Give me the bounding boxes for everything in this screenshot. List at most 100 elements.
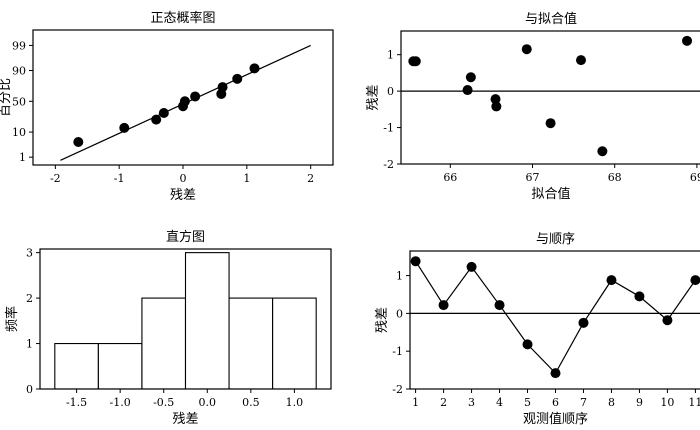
vs-fit-plot-area	[401, 35, 700, 157]
vs-order-point	[550, 368, 561, 379]
normal-prob-point	[119, 122, 130, 133]
histogram-bar	[272, 297, 317, 389]
vs-order-point	[410, 256, 421, 267]
vs-fit-point	[491, 101, 502, 112]
histogram-xtick-label: 0.5	[242, 396, 260, 409]
vs-order-xtick-label: 5	[524, 396, 531, 409]
vs-fit-xtick-label: 69	[690, 171, 700, 184]
vs-order-ytick-label: 0	[396, 307, 403, 320]
histogram-bar	[184, 252, 230, 389]
vs-fit-point	[576, 55, 586, 66]
normal-prob-xtick-label: 1	[243, 172, 250, 185]
normal-prob-xlabel: 残差	[170, 188, 196, 203]
vs-order-point	[690, 275, 700, 286]
histogram-bar	[54, 342, 99, 389]
vs-order-xtick-label: 1	[412, 396, 419, 409]
histogram-bar	[141, 297, 187, 389]
histogram-bar	[97, 342, 143, 389]
normal-prob-point	[232, 73, 243, 84]
vs-order-point	[466, 261, 477, 272]
vs-fit-point	[410, 56, 421, 67]
vs-fit-xlabel: 拟合值	[531, 186, 570, 202]
vs-fit-point	[490, 94, 501, 105]
normal-prob-panel: 正态概率图 -2 -1 0 1 2 1 10 50 90 99 残差 百分比	[0, 10, 334, 203]
vs-order-ytick-label: -1	[392, 345, 403, 358]
vs-order-xtick-label: 4	[496, 396, 503, 409]
vs-order-frame	[409, 250, 700, 390]
histogram-title: 直方图	[166, 229, 205, 245]
vs-order-xlabel: 观测值顺序	[523, 411, 588, 427]
histogram-xtick-label: -0.5	[153, 396, 174, 409]
histogram-xtick-label: 1.0	[286, 396, 304, 409]
histogram-panel: 直方图 -1.5 -1.0 -0.5 0.0 0.5 1.0 0 1 2 3 残差 频率	[4, 229, 332, 427]
vs-order-xtick-label: 11	[688, 396, 700, 409]
vs-fit-point	[465, 72, 476, 83]
histogram-ytick-label: 0	[26, 383, 33, 396]
vs-order-xtick-label: 9	[636, 396, 643, 409]
normal-prob-ytick-label: 10	[12, 126, 26, 139]
vs-fit-point	[462, 85, 473, 96]
normal-prob-xtick-label: -1	[114, 172, 125, 185]
normal-prob-ylabel: 百分比	[0, 78, 13, 117]
histogram-frame	[39, 248, 332, 390]
normal-prob-xtick-label: 2	[307, 172, 314, 185]
histogram-xlabel: 残差	[172, 412, 198, 427]
vs-fit-ylabel: 残差	[366, 84, 381, 110]
normal-prob-xtick-label: -2	[50, 172, 61, 185]
normal-prob-point	[158, 107, 169, 118]
vs-order-xtick-label: 8	[608, 396, 615, 409]
vs-order-xtick-label: 2	[440, 396, 447, 409]
normal-prob-ytick-label: 90	[12, 65, 26, 78]
vs-order-title: 与顺序	[536, 232, 575, 247]
vs-order-xtick-label: 6	[552, 396, 559, 409]
vs-order-ytick-label: -2	[392, 383, 403, 396]
normal-prob-point	[179, 96, 190, 107]
normal-prob-point	[151, 114, 162, 125]
vs-fit-xtick-label: 68	[608, 171, 622, 184]
normal-prob-xtick-label: 0	[180, 172, 187, 185]
normal-prob-title: 正态概率图	[150, 10, 215, 26]
histogram-ytick-label: 1	[26, 338, 33, 351]
normal-prob-point	[190, 91, 201, 102]
vs-order-point	[662, 315, 673, 326]
vs-order-ytick-label: 1	[396, 270, 403, 283]
vs-order-point	[494, 300, 505, 311]
vs-order-point	[438, 300, 449, 311]
histogram-xtick-label: -1.0	[110, 396, 131, 409]
vs-fit-point	[521, 44, 532, 55]
histogram-bar	[228, 297, 274, 389]
normal-prob-point	[73, 137, 84, 148]
vs-fit-xtick-label: 66	[443, 171, 457, 184]
vs-order-point	[634, 291, 645, 302]
normal-prob-plot-area	[60, 44, 311, 161]
vs-fit-ytick-label: -2	[383, 158, 394, 171]
histogram-ytick-label: 3	[26, 247, 33, 260]
vs-fit-ytick-label: -1	[383, 122, 394, 135]
vs-order-series-line	[415, 260, 696, 375]
histogram-plot-area	[54, 252, 317, 389]
vs-order-xtick-label: 10	[660, 396, 674, 409]
vs-order-panel: 与顺序 1 2 3 4 5 6 7 8 9 10 11 -2 -1 0 1 观测值顺序 残差	[375, 232, 700, 427]
vs-fit-ytick-label: 0	[387, 85, 394, 98]
normal-prob-frame	[32, 29, 334, 166]
vs-fit-panel: 与拟合值 66 67 68 69 -2 -1 0 1 拟合值 残差	[366, 11, 700, 202]
vs-fit-point	[597, 146, 608, 157]
vs-order-xtick-label: 3	[468, 396, 475, 409]
normal-prob-point	[217, 82, 228, 93]
normal-prob-point	[249, 63, 260, 74]
vs-order-point	[578, 317, 589, 328]
vs-fit-title: 与拟合值	[525, 11, 577, 27]
vs-order-ylabel: 残差	[375, 307, 390, 333]
vs-order-xtick-label: 7	[580, 396, 587, 409]
vs-fit-frame	[400, 30, 700, 165]
normal-prob-ytick-label: 50	[12, 95, 26, 108]
histogram-ytick-label: 2	[26, 292, 33, 305]
vs-fit-ytick-label: 1	[387, 49, 394, 62]
vs-fit-point	[682, 35, 693, 46]
histogram-ylabel: 频率	[4, 306, 20, 332]
normal-prob-ytick-label: 1	[19, 151, 26, 164]
histogram-xtick-label: -1.5	[66, 396, 87, 409]
vs-order-point	[522, 339, 533, 350]
histogram-xtick-label: 0.0	[199, 396, 217, 409]
